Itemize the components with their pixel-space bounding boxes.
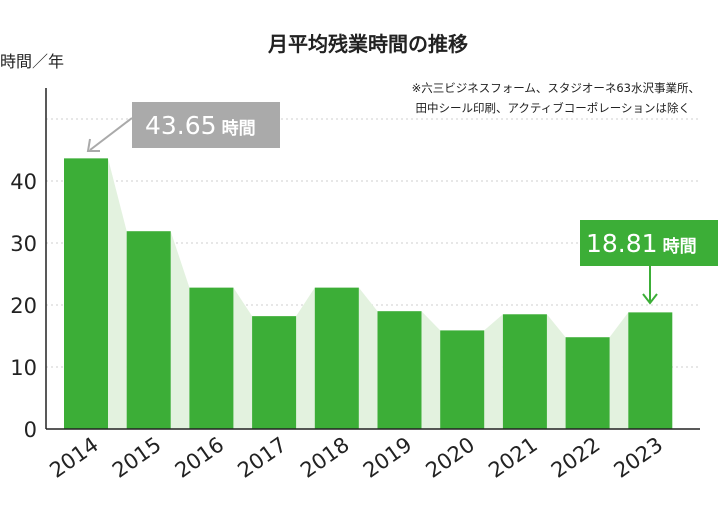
callout-2014-label: 43.65 時間 (145, 111, 256, 140)
chart-note-line-1: ※六三ビジネスフォーム、スタジオーネ63水沢事業所、 (412, 81, 700, 95)
callout-2023-label: 18.81 時間 (586, 229, 697, 258)
bars (64, 158, 673, 429)
callout-2014-box (132, 102, 280, 148)
x-tick-label-2016: 2016 (171, 432, 229, 482)
bar-2016 (189, 287, 234, 429)
x-tick-label-2023: 2023 (610, 432, 668, 482)
x-tick-label-2022: 2022 (547, 432, 605, 482)
y-unit-label: 時間／年 (0, 52, 64, 71)
callout-2014-arrow-head (86, 138, 100, 152)
chart-title: 月平均残業時間の推移 (267, 32, 468, 56)
y-tick-label-30: 30 (10, 232, 37, 256)
callout-2023: 18.81 時間 (580, 220, 718, 305)
bar-2018 (314, 287, 359, 429)
bar-2021 (502, 314, 547, 429)
x-tick-label-2019: 2019 (359, 432, 417, 482)
callout-2023-arrow-head (642, 293, 658, 305)
y-tick-label-0: 0 (24, 418, 37, 442)
x-tick-label-2017: 2017 (233, 432, 291, 482)
x-tick-label-2018: 2018 (296, 432, 354, 482)
callout-2023-unit: 時間 (663, 236, 697, 257)
y-tick-label-40: 40 (10, 170, 37, 194)
bar-2023 (628, 312, 673, 429)
bar-2014 (64, 158, 108, 429)
chart-note-line-2: 田中シール印刷、アクティブコーポレーションは除く (415, 101, 690, 115)
x-tick-label-2020: 2020 (422, 432, 480, 482)
x-tick-label-2021: 2021 (484, 432, 542, 482)
bar-2019 (377, 311, 422, 429)
callout-2014-number: 43.65 (145, 111, 217, 140)
bar-2020 (440, 330, 485, 429)
callout-2014: 43.65 時間 (86, 102, 280, 152)
x-tick-label-2015: 2015 (108, 432, 166, 482)
y-tick-label-10: 10 (10, 356, 37, 380)
callout-2014-arrow-line (89, 117, 133, 151)
callout-2014-unit: 時間 (222, 118, 256, 139)
callout-2023-number: 18.81 (586, 229, 658, 258)
y-tick-label-20: 20 (10, 294, 37, 318)
x-tick-labels: 2014 2015 2016 2017 2018 2019 2020 2021 2022 2023 (45, 432, 667, 482)
bar-2022 (565, 337, 610, 429)
callout-2023-box (580, 220, 718, 266)
axes (45, 88, 700, 430)
x-tick-label-2014: 2014 (45, 432, 103, 482)
bar-2015 (126, 231, 171, 429)
y-tick-labels: 0 10 20 30 40 (10, 170, 37, 442)
bar-2017 (252, 316, 297, 429)
